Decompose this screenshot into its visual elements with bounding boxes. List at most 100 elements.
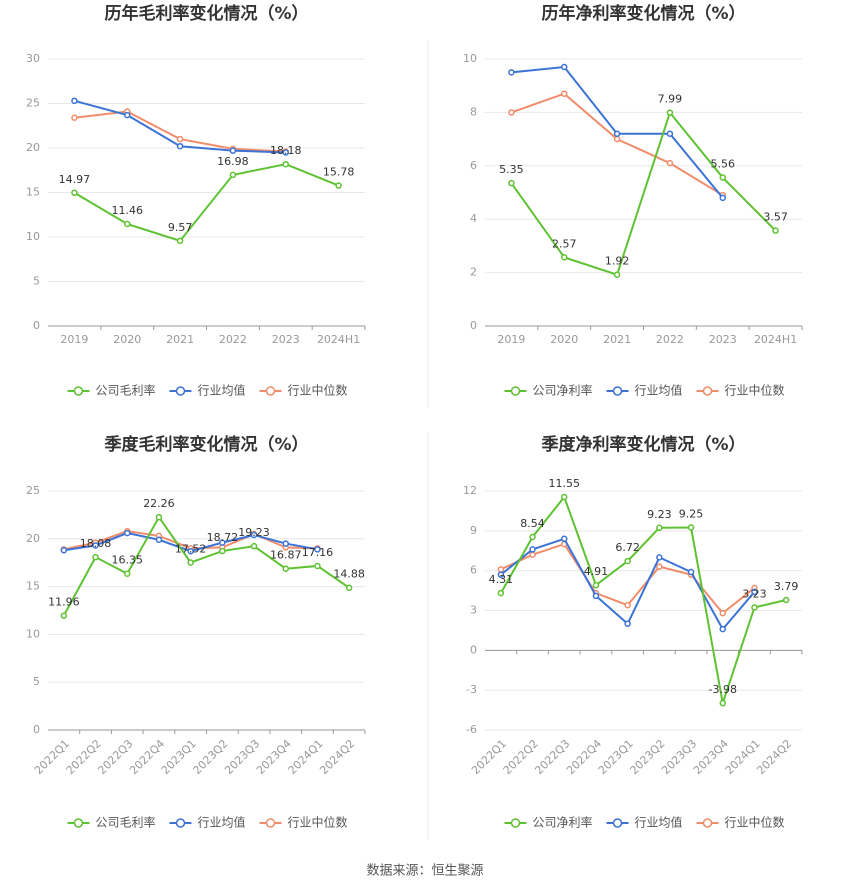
data-label: 3.79	[774, 580, 799, 593]
data-point	[529, 551, 536, 558]
y-tick-label: 30	[26, 52, 40, 65]
y-tick-label: -3	[466, 683, 477, 696]
data-point	[124, 529, 131, 537]
x-tick-label: 2022	[656, 333, 684, 346]
legend-marker	[265, 818, 276, 828]
data-point	[71, 97, 78, 105]
y-tick-label: 20	[26, 532, 40, 545]
data-point	[229, 171, 237, 179]
y-tick-label: 5	[33, 275, 40, 288]
data-point	[92, 542, 99, 549]
x-tick-label: 2024H1	[317, 333, 360, 346]
data-label: 14.97	[59, 173, 91, 186]
x-tick-label: 2020	[113, 333, 141, 346]
data-point	[687, 568, 695, 576]
legend-label: 行业均值	[635, 383, 683, 398]
data-point	[561, 254, 568, 261]
chart-title: 历年毛利率变化情况（%）	[104, 3, 308, 24]
data-point	[613, 130, 621, 138]
data-point	[719, 609, 726, 617]
chart-title: 季度毛利率变化情况（%）	[104, 434, 308, 455]
data-point	[719, 174, 726, 181]
x-tick-label: 2021	[603, 333, 631, 346]
data-point	[592, 581, 600, 589]
data-point	[250, 542, 258, 550]
data-label: 14.88	[333, 568, 365, 581]
data-label: 15.78	[323, 166, 355, 179]
legend-marker	[175, 386, 186, 396]
data-point	[282, 565, 289, 572]
data-point	[666, 130, 674, 138]
data-label: 3.57	[763, 211, 788, 224]
data-point	[282, 149, 289, 156]
data-label: 4.91	[584, 565, 609, 578]
chart-title: 历年净利率变化情况（%）	[541, 3, 745, 24]
data-point	[719, 699, 726, 707]
data-label: 6.72	[615, 541, 640, 554]
data-point	[345, 584, 353, 591]
x-tick-label: 2019	[60, 333, 88, 346]
data-point	[497, 571, 505, 578]
y-tick-label: 0	[470, 643, 477, 656]
data-point	[497, 566, 505, 573]
data-label: 9.25	[679, 508, 704, 521]
data-point	[656, 563, 663, 570]
data-point	[282, 160, 289, 168]
data-point	[656, 524, 663, 532]
data-label: 16.87	[270, 549, 302, 562]
data-point	[60, 612, 68, 619]
legend-marker	[510, 818, 521, 828]
data-label: 9.23	[647, 508, 672, 521]
data-label: 11.96	[48, 596, 80, 609]
source: 数据来源：恒生聚源	[366, 864, 483, 879]
data-point	[751, 604, 758, 611]
y-tick-label: 25	[26, 97, 40, 110]
y-tick-label: 10	[26, 627, 40, 640]
data-point	[229, 147, 237, 154]
y-tick-label: 4	[470, 212, 477, 225]
data-point	[155, 536, 163, 544]
y-tick-label: 5	[33, 675, 40, 688]
legend-label: 行业均值	[198, 383, 246, 398]
data-point	[508, 179, 515, 187]
y-tick-label: 6	[470, 564, 477, 577]
y-tick-label: 8	[470, 105, 477, 118]
data-point	[250, 531, 258, 539]
data-point	[624, 557, 631, 565]
data-point	[176, 142, 184, 150]
x-tick-label: 2021	[166, 333, 194, 346]
data-point	[529, 533, 536, 541]
y-tick-label: 0	[33, 723, 40, 736]
y-tick-label: -6	[466, 723, 477, 736]
data-label: 1.92	[605, 255, 630, 268]
legend-marker	[702, 818, 713, 828]
data-point	[176, 237, 184, 245]
data-point	[592, 592, 600, 600]
x-tick-label: 2023	[709, 333, 737, 346]
data-point	[751, 588, 758, 596]
series-line	[510, 110, 777, 276]
legend-marker	[175, 818, 186, 828]
data-label: 16.98	[217, 155, 249, 168]
x-tick-label: 2022	[219, 333, 247, 346]
legend-label: 公司净利率	[533, 383, 593, 398]
data-label: -3.98	[709, 683, 737, 696]
x-tick-label: 2024Q2	[317, 737, 357, 777]
series-line	[511, 92, 724, 197]
data-point	[656, 554, 663, 561]
legend-label: 行业均值	[198, 815, 246, 830]
data-label: 17.52	[175, 543, 207, 556]
data-label: 17.16	[302, 546, 334, 559]
data-label: 16.35	[112, 554, 144, 567]
data-label: 18.72	[207, 531, 239, 544]
legend-label: 行业中位数	[725, 383, 785, 398]
y-tick-label: 0	[33, 319, 40, 332]
data-point	[561, 493, 568, 501]
data-point	[187, 559, 194, 566]
data-label: 18.18	[270, 144, 302, 157]
x-tick-label: 2024H1	[754, 333, 797, 346]
data-label: 11.55	[549, 477, 581, 490]
x-tick-label: 2023	[272, 333, 300, 346]
data-point	[624, 620, 631, 628]
data-point	[666, 159, 674, 167]
